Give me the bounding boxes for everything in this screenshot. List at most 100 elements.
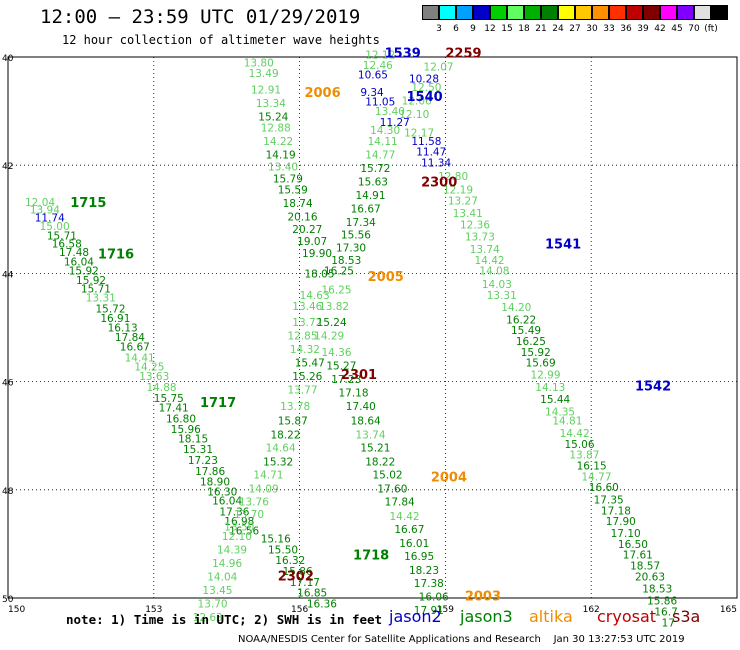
swh-value: 12.46 bbox=[363, 60, 393, 72]
swh-value: 15.24 bbox=[317, 317, 347, 329]
swh-value: 12.80 bbox=[438, 171, 468, 183]
swh-value: 17.23 bbox=[331, 374, 361, 386]
swh-value: 15.21 bbox=[360, 443, 390, 455]
swh-value: 15.27 bbox=[326, 360, 356, 372]
swh-value: 15.87 bbox=[278, 416, 308, 428]
swh-value: 16.60 bbox=[589, 482, 619, 494]
swh-value: 16.13 bbox=[108, 323, 138, 335]
swh-value: 15.26 bbox=[292, 371, 322, 383]
legend-tick-label: 18 bbox=[518, 24, 530, 34]
lat-label: 40 bbox=[2, 54, 14, 64]
legend-tick-label: 6 bbox=[453, 24, 459, 34]
swh-value: 14.88 bbox=[147, 382, 177, 394]
swh-value: 14.20 bbox=[501, 302, 531, 314]
lon-label: 162 bbox=[583, 605, 600, 615]
swh-value: 11.58 bbox=[411, 136, 441, 148]
legend-swatch bbox=[507, 5, 524, 20]
swh-value: 11.34 bbox=[421, 157, 451, 169]
swh-value: 13.45 bbox=[202, 585, 232, 597]
swh-value: 13.40 bbox=[375, 106, 405, 118]
swh-value: 16.67 bbox=[394, 524, 424, 536]
swh-value: 20.27 bbox=[292, 224, 322, 236]
swh-value: 13.74 bbox=[355, 430, 385, 442]
swh-value: 16.56 bbox=[229, 525, 259, 537]
pass-label: 2302 bbox=[278, 569, 314, 584]
swh-value: 17.36 bbox=[219, 506, 249, 518]
swh-value: 15.69 bbox=[526, 358, 556, 370]
lon-label: 150 bbox=[8, 605, 25, 615]
swh-value: 15.63 bbox=[358, 176, 388, 188]
swh-value: 16.01 bbox=[399, 538, 429, 550]
swh-value: 20.63 bbox=[635, 571, 665, 583]
mission-label-jason3: jason3 bbox=[460, 607, 513, 626]
lat-label: 42 bbox=[2, 162, 13, 172]
swh-value: 13.82 bbox=[319, 301, 349, 313]
swh-value: 12.07 bbox=[424, 62, 454, 74]
swh-value: 12.19 bbox=[443, 185, 473, 197]
swh-value: 15.71 bbox=[81, 284, 111, 296]
lon-label: 165 bbox=[720, 605, 737, 615]
swh-value: 14.71 bbox=[253, 470, 283, 482]
legend-tick-label: 21 bbox=[535, 24, 547, 34]
swh-value: 15.92 bbox=[76, 275, 106, 287]
swh-value: 16.95 bbox=[404, 551, 434, 563]
swh-value: 13.31 bbox=[487, 290, 517, 302]
swh-value: 16.98 bbox=[224, 516, 254, 528]
swh-value: 15.75 bbox=[154, 393, 184, 405]
swh-value: 16.7 bbox=[654, 607, 677, 619]
legend-swatch bbox=[660, 5, 677, 20]
lat-label: 44 bbox=[2, 270, 14, 280]
swh-value: 18.90 bbox=[200, 477, 230, 489]
legend-swatch bbox=[541, 5, 558, 20]
swh-value: 17.40 bbox=[346, 401, 376, 413]
swh-value: 14.03 bbox=[482, 279, 512, 291]
swh-value: 13.74 bbox=[470, 244, 500, 256]
swh-value: 12.04 bbox=[25, 197, 55, 209]
swh-value: 18.74 bbox=[283, 198, 313, 210]
swh-value: 14.36 bbox=[321, 347, 351, 359]
swh-value: 13.50 bbox=[224, 522, 254, 534]
legend-swatch bbox=[575, 5, 592, 20]
legend-swatch bbox=[677, 5, 694, 20]
swh-value: 17.86 bbox=[195, 466, 225, 478]
swh-value: 15.86 bbox=[647, 596, 677, 608]
pass-label: 1717 bbox=[200, 396, 236, 411]
swh-value: 14.91 bbox=[355, 190, 385, 202]
page-subtitle: 12 hour collection of altimeter wave hei… bbox=[62, 33, 380, 47]
swh-value: 12.50 bbox=[411, 82, 441, 94]
swh-value: 17.61 bbox=[623, 550, 653, 562]
swh-value: 16.25 bbox=[321, 285, 351, 297]
swh-value: 12.36 bbox=[460, 220, 490, 232]
swh-value: 17.38 bbox=[414, 578, 444, 590]
swh-value: 12.88 bbox=[261, 122, 291, 134]
swh-value: 14.29 bbox=[314, 331, 344, 343]
map-frame bbox=[7, 56, 738, 599]
legend-tick-label: 27 bbox=[569, 24, 581, 34]
swh-value: 13.34 bbox=[256, 98, 286, 110]
swh-value: 15.92 bbox=[521, 347, 551, 359]
page-title: 12:00 — 23:59 UTC 01/29/2019 bbox=[40, 6, 361, 28]
swh-value: 12.85 bbox=[287, 331, 317, 343]
swh-value: 17.48 bbox=[59, 247, 89, 259]
swh-value: 14.77 bbox=[365, 149, 395, 161]
pass-label: 2300 bbox=[421, 175, 457, 190]
swh-value: 15.71 bbox=[47, 231, 77, 243]
swh-value: 20.16 bbox=[287, 212, 317, 224]
swh-value: 16.22 bbox=[506, 314, 536, 326]
swh-value: 13.41 bbox=[453, 208, 483, 220]
swh-value: 18.23 bbox=[409, 565, 439, 577]
legend-swatch bbox=[524, 5, 541, 20]
pass-label: 1716 bbox=[98, 247, 134, 262]
swh-value: 17.10 bbox=[611, 528, 641, 540]
swh-value: 9.34 bbox=[360, 87, 384, 99]
swh-value: 15.56 bbox=[341, 229, 371, 241]
swh-value: 11.47 bbox=[416, 147, 446, 159]
swh-value: 12.63 bbox=[193, 612, 223, 624]
swh-value: 14.32 bbox=[290, 344, 320, 356]
swh-value: 14.04 bbox=[207, 571, 237, 583]
swh-value: 13.63 bbox=[139, 371, 169, 383]
swh-value: 13.78 bbox=[280, 401, 310, 413]
mission-label-cryosat: cryosat bbox=[597, 607, 657, 626]
legend-swatch bbox=[456, 5, 473, 20]
